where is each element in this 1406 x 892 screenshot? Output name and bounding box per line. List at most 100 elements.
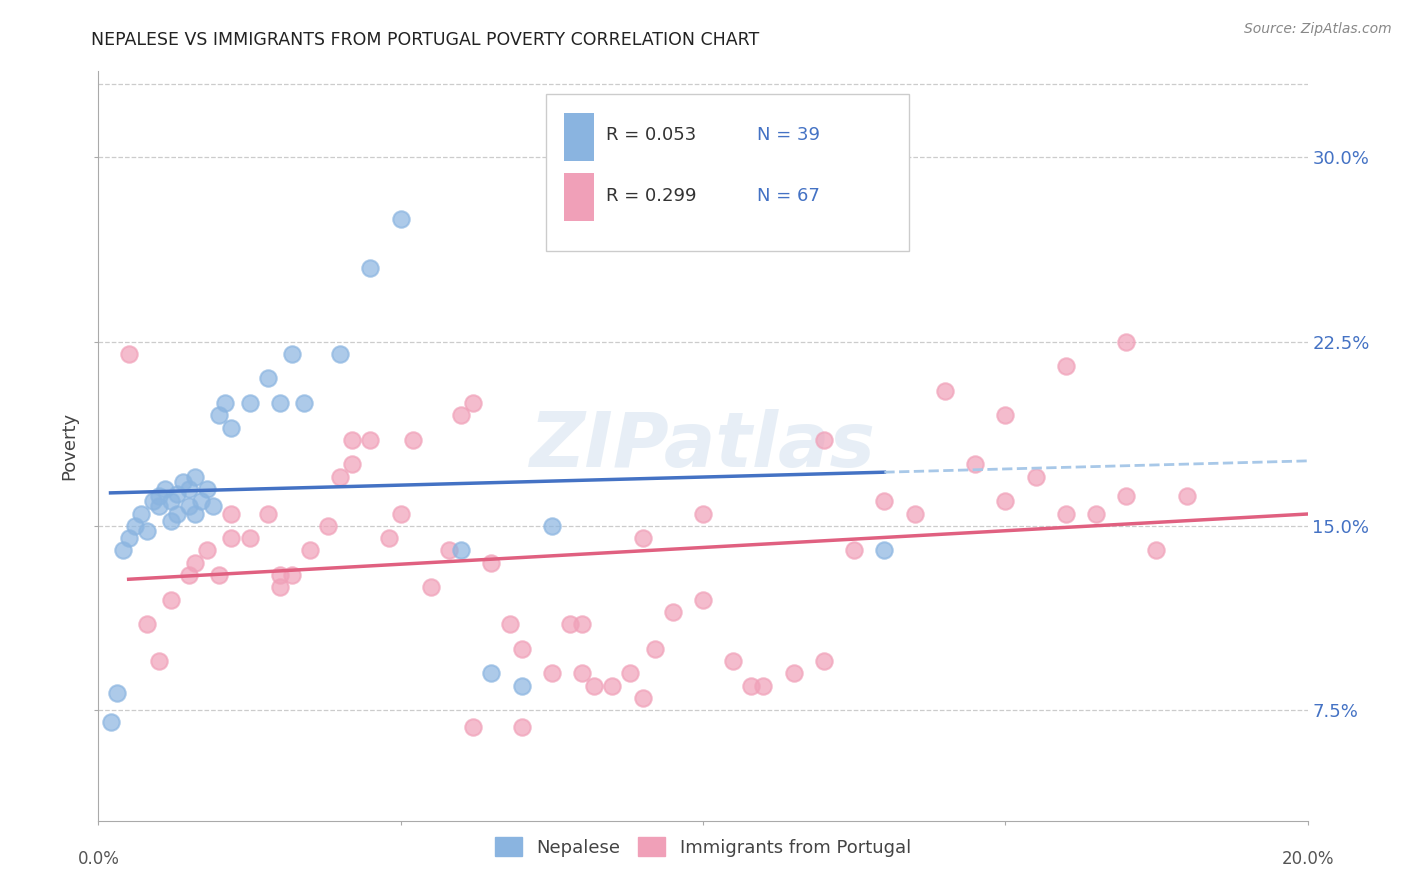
Point <box>619 666 641 681</box>
Point <box>105 686 128 700</box>
Point <box>873 543 896 558</box>
Point <box>329 469 352 483</box>
Point <box>631 690 654 705</box>
Point <box>510 641 533 656</box>
Point <box>752 679 775 693</box>
Point <box>148 489 170 503</box>
Text: 20.0%: 20.0% <box>1281 850 1334 868</box>
Point <box>239 531 262 545</box>
Point <box>160 592 183 607</box>
Point <box>184 469 207 483</box>
Point <box>142 494 165 508</box>
Point <box>160 494 183 508</box>
Point <box>661 605 683 619</box>
Point <box>450 409 472 423</box>
Point <box>208 409 231 423</box>
Point <box>844 543 866 558</box>
Text: NEPALESE VS IMMIGRANTS FROM PORTUGAL POVERTY CORRELATION CHART: NEPALESE VS IMMIGRANTS FROM PORTUGAL POV… <box>91 31 759 49</box>
Point <box>558 617 581 632</box>
Point <box>540 666 562 681</box>
Point <box>692 592 714 607</box>
Bar <box>564 172 595 221</box>
Point <box>1024 469 1046 483</box>
Point <box>1144 543 1167 558</box>
Point <box>221 420 243 434</box>
Point <box>179 568 201 582</box>
Point <box>463 396 485 410</box>
Point <box>437 543 460 558</box>
Point <box>402 433 425 447</box>
Point <box>195 543 218 558</box>
Point <box>208 568 231 582</box>
Point <box>221 531 243 545</box>
Point <box>342 433 364 447</box>
Point <box>583 679 606 693</box>
Y-axis label: Poverty: Poverty <box>60 412 79 480</box>
Point <box>100 715 122 730</box>
Point <box>239 396 262 410</box>
Point <box>965 458 987 472</box>
Point <box>510 720 533 734</box>
Point <box>281 568 304 582</box>
Point <box>256 371 278 385</box>
Point <box>153 482 176 496</box>
Point <box>184 556 207 570</box>
Text: N = 67: N = 67 <box>758 187 820 205</box>
Point <box>292 396 315 410</box>
Text: N = 39: N = 39 <box>758 126 821 144</box>
Point <box>269 580 291 594</box>
Point <box>256 507 278 521</box>
Legend: Nepalese, Immigrants from Portugal: Nepalese, Immigrants from Portugal <box>488 830 918 864</box>
Point <box>1115 489 1137 503</box>
FancyBboxPatch shape <box>546 94 908 252</box>
Point <box>129 507 152 521</box>
Point <box>1115 334 1137 349</box>
Point <box>602 679 624 693</box>
Point <box>463 720 485 734</box>
Point <box>389 507 412 521</box>
Point <box>281 347 304 361</box>
Point <box>179 499 201 513</box>
Point <box>994 409 1017 423</box>
Point <box>1175 489 1198 503</box>
Point <box>904 507 927 521</box>
Point <box>214 396 236 410</box>
Text: ZIPatlas: ZIPatlas <box>530 409 876 483</box>
Point <box>166 507 188 521</box>
Point <box>571 666 593 681</box>
Point <box>450 543 472 558</box>
Point <box>813 654 835 668</box>
Point <box>135 524 157 538</box>
Point <box>540 519 562 533</box>
Text: R = 0.053: R = 0.053 <box>606 126 696 144</box>
Point <box>202 499 225 513</box>
Point <box>195 482 218 496</box>
Point <box>783 666 806 681</box>
Point <box>148 499 170 513</box>
Text: 0.0%: 0.0% <box>77 850 120 868</box>
Point <box>329 347 352 361</box>
Point <box>172 475 194 489</box>
Text: Source: ZipAtlas.com: Source: ZipAtlas.com <box>1244 22 1392 37</box>
Point <box>389 211 412 226</box>
Bar <box>564 112 595 161</box>
Point <box>1054 359 1077 373</box>
Point <box>118 531 141 545</box>
Point <box>179 482 201 496</box>
Point <box>377 531 399 545</box>
Point <box>269 396 291 410</box>
Point <box>160 514 183 528</box>
Point <box>873 494 896 508</box>
Point <box>124 519 146 533</box>
Point <box>1054 507 1077 521</box>
Point <box>269 568 291 582</box>
Point <box>498 617 520 632</box>
Point <box>342 458 364 472</box>
Point <box>190 494 212 508</box>
Point <box>571 617 593 632</box>
Point <box>148 654 170 668</box>
Point <box>184 507 207 521</box>
Point <box>994 494 1017 508</box>
Point <box>420 580 443 594</box>
Point <box>299 543 322 558</box>
